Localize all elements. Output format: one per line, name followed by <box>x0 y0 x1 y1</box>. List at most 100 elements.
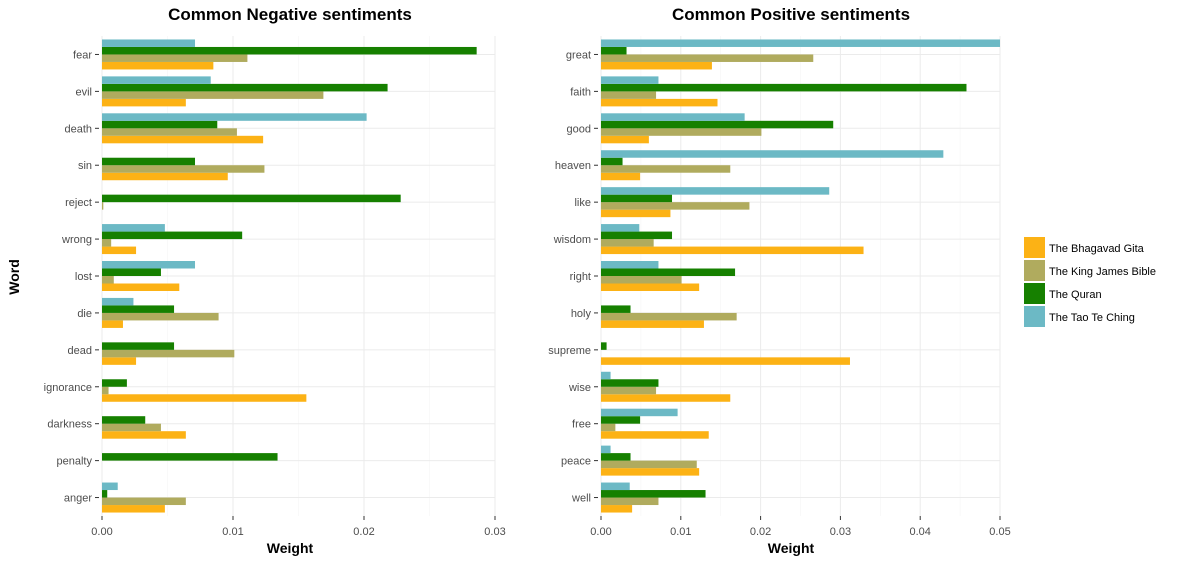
y-tick-label-like: like <box>574 197 591 209</box>
bar-negative-evil-the-quran <box>102 83 388 92</box>
bar-negative-death-the-bhagavad-gita <box>102 135 264 144</box>
positive-x-tick-label: 0.00 <box>590 526 611 538</box>
negative-chart-title: Common Negative sentiments <box>168 5 412 24</box>
bar-positive-free-the-king-james-bible <box>601 423 616 432</box>
legend-swatch-the-king-james-bible <box>1024 260 1045 281</box>
bar-negative-evil-the-king-james-bible <box>102 91 324 99</box>
bar-negative-anger-the-king-james-bible <box>102 497 186 506</box>
bar-negative-ignorance-the-quran <box>102 379 127 387</box>
bar-positive-heaven-the-tao-te-ching <box>601 150 944 158</box>
bar-positive-free-the-quran <box>601 416 641 424</box>
bar-positive-wisdom-the-king-james-bible <box>601 239 654 247</box>
positive-x-tick-label: 0.04 <box>909 526 930 538</box>
bar-negative-fear-the-tao-te-ching <box>102 39 196 47</box>
legend-label-the-quran: The Quran <box>1049 289 1102 301</box>
negative-x-tick-label: 0.01 <box>222 526 243 538</box>
bar-negative-wrong-the-tao-te-ching <box>102 224 165 232</box>
bar-positive-supreme-the-quran <box>601 342 607 350</box>
negative-x-tick-label: 0.00 <box>91 526 112 538</box>
y-tick-label-ignorance: ignorance <box>44 382 92 394</box>
bar-positive-faith-the-bhagavad-gita <box>601 98 718 107</box>
bar-negative-penalty-the-quran <box>102 453 278 461</box>
bar-positive-faith-the-king-james-bible <box>601 91 657 99</box>
bar-negative-dead-the-bhagavad-gita <box>102 357 137 365</box>
bar-positive-great-the-bhagavad-gita <box>601 61 712 70</box>
y-tick-label-wise: wise <box>568 382 591 394</box>
bar-positive-well-the-bhagavad-gita <box>601 505 633 513</box>
bar-negative-die-the-quran <box>102 305 175 313</box>
bar-positive-great-the-quran <box>601 46 627 55</box>
bar-negative-anger-the-quran <box>102 490 108 498</box>
y-tick-label-great: great <box>566 49 591 61</box>
bar-positive-great-the-tao-te-ching <box>601 39 1000 47</box>
bar-negative-anger-the-bhagavad-gita <box>102 505 165 513</box>
y-tick-label-anger: anger <box>64 493 92 505</box>
negative-sentiments-panel: 0.00 0.01 0.02 0.03 fear evil death sin reject wr… <box>44 5 506 556</box>
y-tick-label-good: good <box>567 123 591 135</box>
bar-negative-fear-the-quran <box>102 46 477 55</box>
bar-negative-anger-the-tao-te-ching <box>102 482 118 491</box>
bar-positive-right-the-tao-te-ching <box>601 261 659 269</box>
legend-swatch-the-bhagavad-gita <box>1024 237 1045 258</box>
bar-negative-darkness-the-king-james-bible <box>102 423 161 432</box>
y-tick-label-faith: faith <box>570 86 591 98</box>
y-tick-label-fear: fear <box>73 49 92 61</box>
positive-x-tick-label: 0.02 <box>750 526 771 538</box>
bar-positive-right-the-quran <box>601 268 736 276</box>
legend-label-the-tao-te-ching: The Tao Te Ching <box>1049 312 1135 324</box>
y-axis-title: Word <box>6 259 22 295</box>
y-tick-label-sin: sin <box>78 160 92 172</box>
y-tick-label-right: right <box>570 271 591 283</box>
bar-negative-wrong-the-king-james-bible <box>102 239 112 247</box>
bar-negative-darkness-the-bhagavad-gita <box>102 431 186 439</box>
bar-positive-like-the-tao-te-ching <box>601 187 830 195</box>
bar-positive-peace-the-tao-te-ching <box>601 445 611 454</box>
bar-negative-evil-the-tao-te-ching <box>102 76 211 84</box>
bar-positive-wisdom-the-bhagavad-gita <box>601 246 864 255</box>
positive-x-axis-title: Weight <box>768 540 815 556</box>
bar-positive-faith-the-tao-te-ching <box>601 76 659 84</box>
chart-legend: The Bhagavad Gita The King James Bible The… <box>1024 237 1156 327</box>
bar-positive-right-the-bhagavad-gita <box>601 283 700 291</box>
bar-negative-lost-the-bhagavad-gita <box>102 283 180 291</box>
bar-positive-good-the-king-james-bible <box>601 128 762 136</box>
bar-positive-heaven-the-bhagavad-gita <box>601 172 641 181</box>
y-tick-label-wisdom: wisdom <box>553 234 591 246</box>
bar-positive-peace-the-quran <box>601 453 631 461</box>
bar-negative-die-the-king-james-bible <box>102 312 219 321</box>
y-tick-label-wrong: wrong <box>61 234 92 246</box>
y-tick-label-reject: reject <box>65 197 92 209</box>
negative-x-tick-label: 0.02 <box>353 526 374 538</box>
bar-negative-die-the-bhagavad-gita <box>102 320 123 328</box>
bar-positive-wise-the-quran <box>601 379 659 387</box>
bar-positive-good-the-quran <box>601 120 834 129</box>
bar-positive-great-the-king-james-bible <box>601 54 814 62</box>
bar-positive-wisdom-the-quran <box>601 231 673 240</box>
bar-negative-death-the-king-james-bible <box>102 128 237 136</box>
positive-sentiments-panel: 0.00 0.01 0.02 0.03 0.04 0.05 great faith good he… <box>548 5 1011 556</box>
bar-positive-wise-the-king-james-bible <box>601 386 657 395</box>
bar-positive-free-the-bhagavad-gita <box>601 431 709 439</box>
bar-negative-reject-the-quran <box>102 194 401 203</box>
bar-negative-die-the-tao-te-ching <box>102 297 134 306</box>
bar-positive-right-the-king-james-bible <box>601 276 682 284</box>
bar-positive-wise-the-tao-te-ching <box>601 371 611 380</box>
y-tick-label-lost: lost <box>75 271 92 283</box>
bar-negative-wrong-the-bhagavad-gita <box>102 246 137 255</box>
bar-negative-sin-the-king-james-bible <box>102 165 265 173</box>
bar-negative-fear-the-king-james-bible <box>102 54 248 62</box>
bar-positive-holy-the-quran <box>601 305 631 313</box>
bar-negative-lost-the-tao-te-ching <box>102 261 196 269</box>
bar-positive-supreme-the-bhagavad-gita <box>601 357 850 365</box>
y-tick-label-dead: dead <box>68 345 92 357</box>
y-tick-label-supreme: supreme <box>548 345 591 357</box>
bar-negative-evil-the-bhagavad-gita <box>102 98 186 107</box>
bar-positive-free-the-tao-te-ching <box>601 408 678 417</box>
legend-swatch-the-tao-te-ching <box>1024 306 1045 327</box>
bar-positive-heaven-the-king-james-bible <box>601 165 731 173</box>
bar-positive-well-the-king-james-bible <box>601 497 659 506</box>
bar-negative-reject-the-king-james-bible <box>102 202 104 210</box>
y-tick-label-die: die <box>77 308 92 320</box>
bar-positive-like-the-quran <box>601 194 673 203</box>
bar-negative-sin-the-bhagavad-gita <box>102 172 228 181</box>
